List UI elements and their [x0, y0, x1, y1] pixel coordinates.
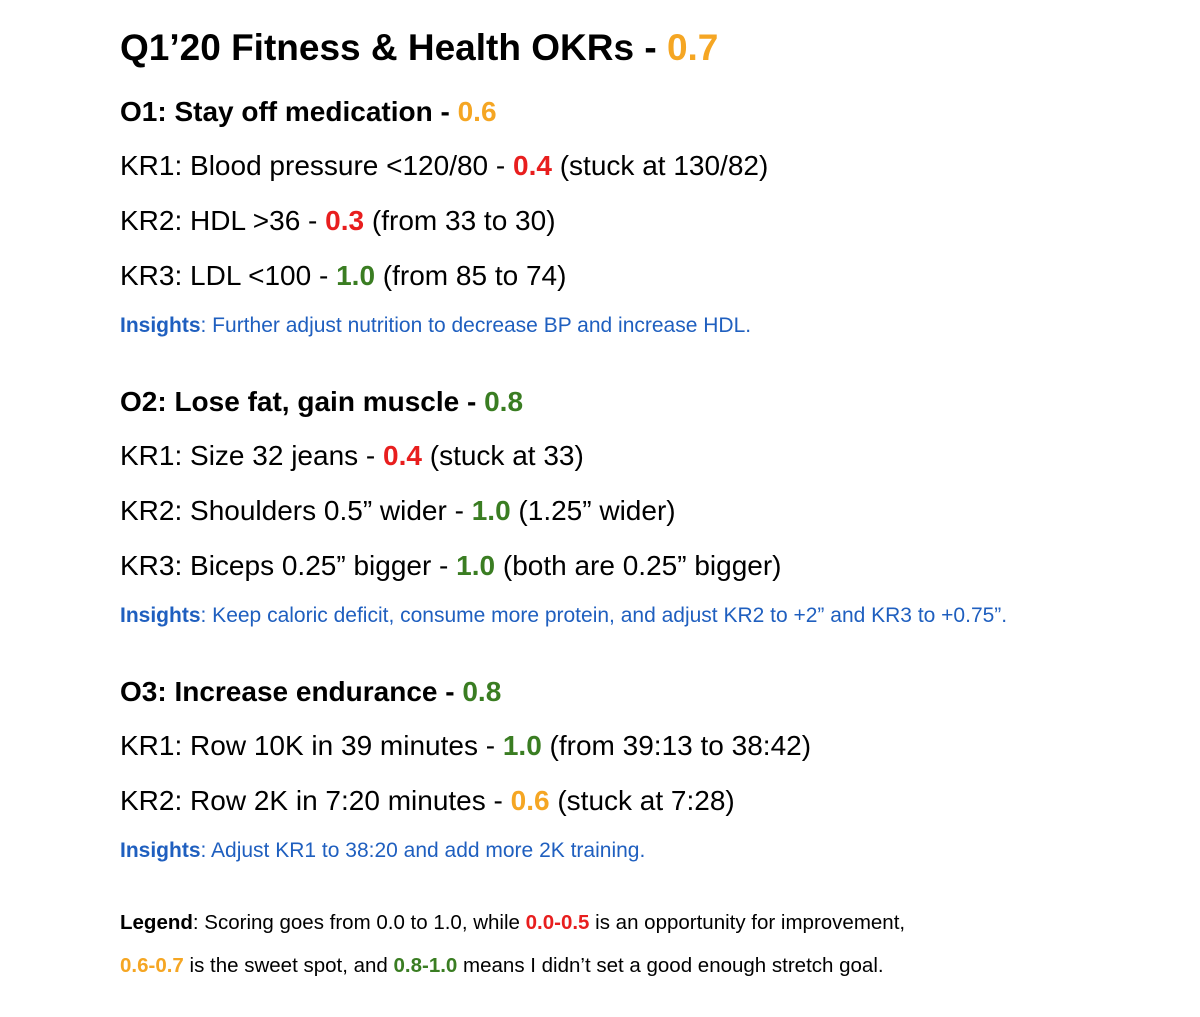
kr-note: (stuck at 33) — [421, 440, 584, 471]
kr-score: 0.6 — [510, 785, 550, 816]
objective-3-kr-2: KR2: Row 2K in 7:20 minutes - 0.6 (stuck… — [120, 781, 735, 821]
kr-note: (from 85 to 74) — [375, 260, 567, 291]
kr-score: 1.0 — [336, 260, 376, 291]
kr-label: KR1: Row 10K in 39 minutes - — [120, 730, 503, 761]
kr-score: 0.4 — [513, 150, 552, 181]
objective-1-score: 0.6 — [457, 96, 497, 127]
objective-2-insights: Insights: Keep caloric deficit, consume … — [120, 601, 1007, 631]
objective-1-heading: O1: Stay off medication - 0.6 — [120, 92, 497, 132]
kr-note: (from 33 to 30) — [364, 205, 556, 236]
objective-2-kr-1: KR1: Size 32 jeans - 0.4 (stuck at 33) — [120, 436, 584, 476]
legend-text: is the sweet spot, and — [183, 954, 394, 977]
objective-1-kr-2: KR2: HDL >36 - 0.3 (from 33 to 30) — [120, 201, 556, 241]
objective-3-score: 0.8 — [462, 676, 502, 707]
objective-3-kr-1: KR1: Row 10K in 39 minutes - 1.0 (from 3… — [120, 726, 811, 766]
kr-label: KR2: Row 2K in 7:20 minutes - — [120, 785, 511, 816]
objective-1-insights: Insights: Further adjust nutrition to de… — [120, 311, 751, 341]
insights-text: : Keep caloric deficit, consume more pro… — [200, 604, 1008, 627]
kr-score: 1.0 — [471, 495, 511, 526]
objective-1-kr-1: KR1: Blood pressure <120/80 - 0.4 (stuck… — [120, 146, 768, 186]
insights-label: Insights — [120, 604, 201, 627]
objective-1-kr-3: KR3: LDL <100 - 1.0 (from 85 to 74) — [120, 256, 566, 296]
legend-range-low: 0.0-0.5 — [525, 911, 590, 934]
page-title-text: Q1’20 Fitness & Health OKRs - — [120, 27, 667, 68]
objective-2-kr-3: KR3: Biceps 0.25” bigger - 1.0 (both are… — [120, 546, 782, 586]
kr-note: (stuck at 130/82) — [551, 150, 769, 181]
kr-score: 1.0 — [456, 550, 496, 581]
kr-note: (stuck at 7:28) — [549, 785, 735, 816]
kr-note: (from 39:13 to 38:42) — [541, 730, 812, 761]
objective-2-score: 0.8 — [484, 386, 524, 417]
kr-note: (both are 0.25” bigger) — [495, 550, 782, 581]
page-title: Q1’20 Fitness & Health OKRs - 0.7 — [120, 24, 718, 72]
kr-label: KR1: Blood pressure <120/80 - — [120, 150, 514, 181]
legend-line-1: Legend: Scoring goes from 0.0 to 1.0, wh… — [120, 908, 905, 938]
kr-score: 0.3 — [325, 205, 365, 236]
objective-2-heading: O2: Lose fat, gain muscle - 0.8 — [120, 382, 523, 422]
legend-range-mid: 0.6-0.7 — [120, 954, 184, 977]
insights-label: Insights — [120, 314, 201, 337]
objective-2-title: O2: Lose fat, gain muscle - — [120, 386, 485, 417]
objective-3-heading: O3: Increase endurance - 0.8 — [120, 672, 501, 712]
kr-note: (1.25” wider) — [510, 495, 676, 526]
legend-line-2: 0.6-0.7 is the sweet spot, and 0.8-1.0 m… — [120, 951, 884, 981]
kr-label: KR2: HDL >36 - — [120, 205, 326, 236]
kr-label: KR1: Size 32 jeans - — [120, 440, 384, 471]
insights-text: : Further adjust nutrition to decrease B… — [200, 314, 752, 337]
legend-text: : Scoring goes from 0.0 to 1.0, while — [192, 911, 526, 934]
kr-label: KR2: Shoulders 0.5” wider - — [120, 495, 472, 526]
objective-1-title: O1: Stay off medication - — [120, 96, 458, 127]
legend-text: is an opportunity for improvement, — [589, 911, 906, 934]
objective-3-insights: Insights: Adjust KR1 to 38:20 and add mo… — [120, 836, 645, 866]
insights-label: Insights — [120, 839, 201, 862]
kr-label: KR3: Biceps 0.25” bigger - — [120, 550, 457, 581]
insights-text: : Adjust KR1 to 38:20 and add more 2K tr… — [200, 839, 646, 862]
legend-range-high: 0.8-1.0 — [393, 954, 458, 977]
kr-score: 1.0 — [502, 730, 542, 761]
overall-score: 0.7 — [666, 27, 719, 68]
kr-score: 0.4 — [383, 440, 422, 471]
legend-text: means I didn’t set a good enough stretch… — [457, 954, 884, 977]
kr-label: KR3: LDL <100 - — [120, 260, 337, 291]
legend-label: Legend — [120, 911, 193, 934]
objective-2-kr-2: KR2: Shoulders 0.5” wider - 1.0 (1.25” w… — [120, 491, 676, 531]
objective-3-title: O3: Increase endurance - — [120, 676, 463, 707]
